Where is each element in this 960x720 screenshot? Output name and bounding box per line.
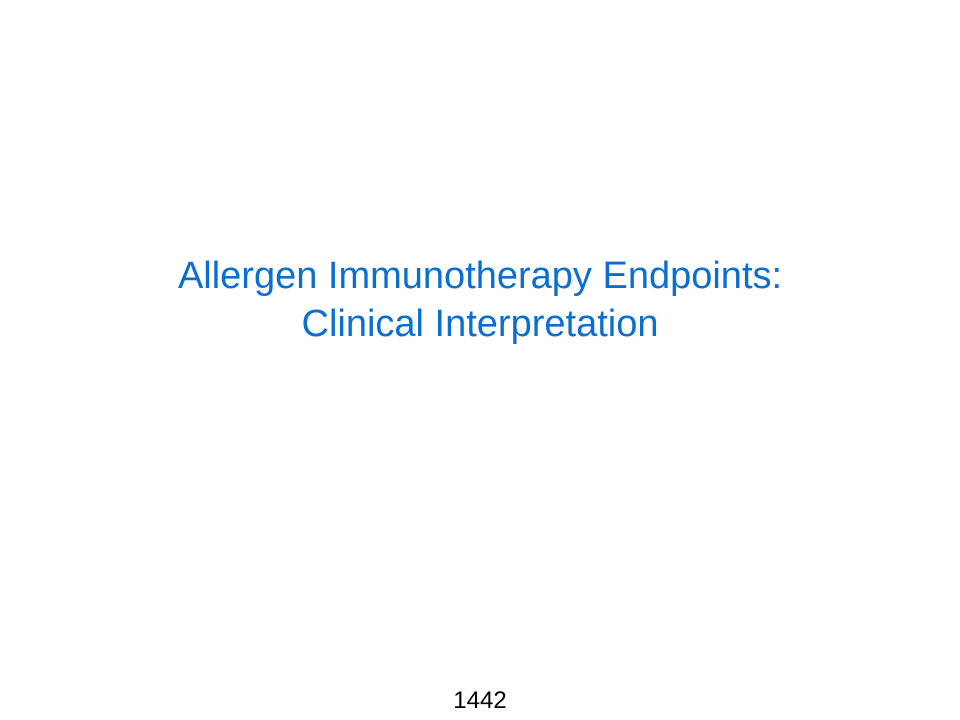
slide-title: Allergen Immunotherapy Endpoints: Clinic… <box>0 252 960 348</box>
slide-title-line-2: Clinical Interpretation <box>301 303 659 345</box>
slide-title-line-1: Allergen Immunotherapy Endpoints: <box>177 255 783 297</box>
page-number: 1442 <box>453 687 507 714</box>
